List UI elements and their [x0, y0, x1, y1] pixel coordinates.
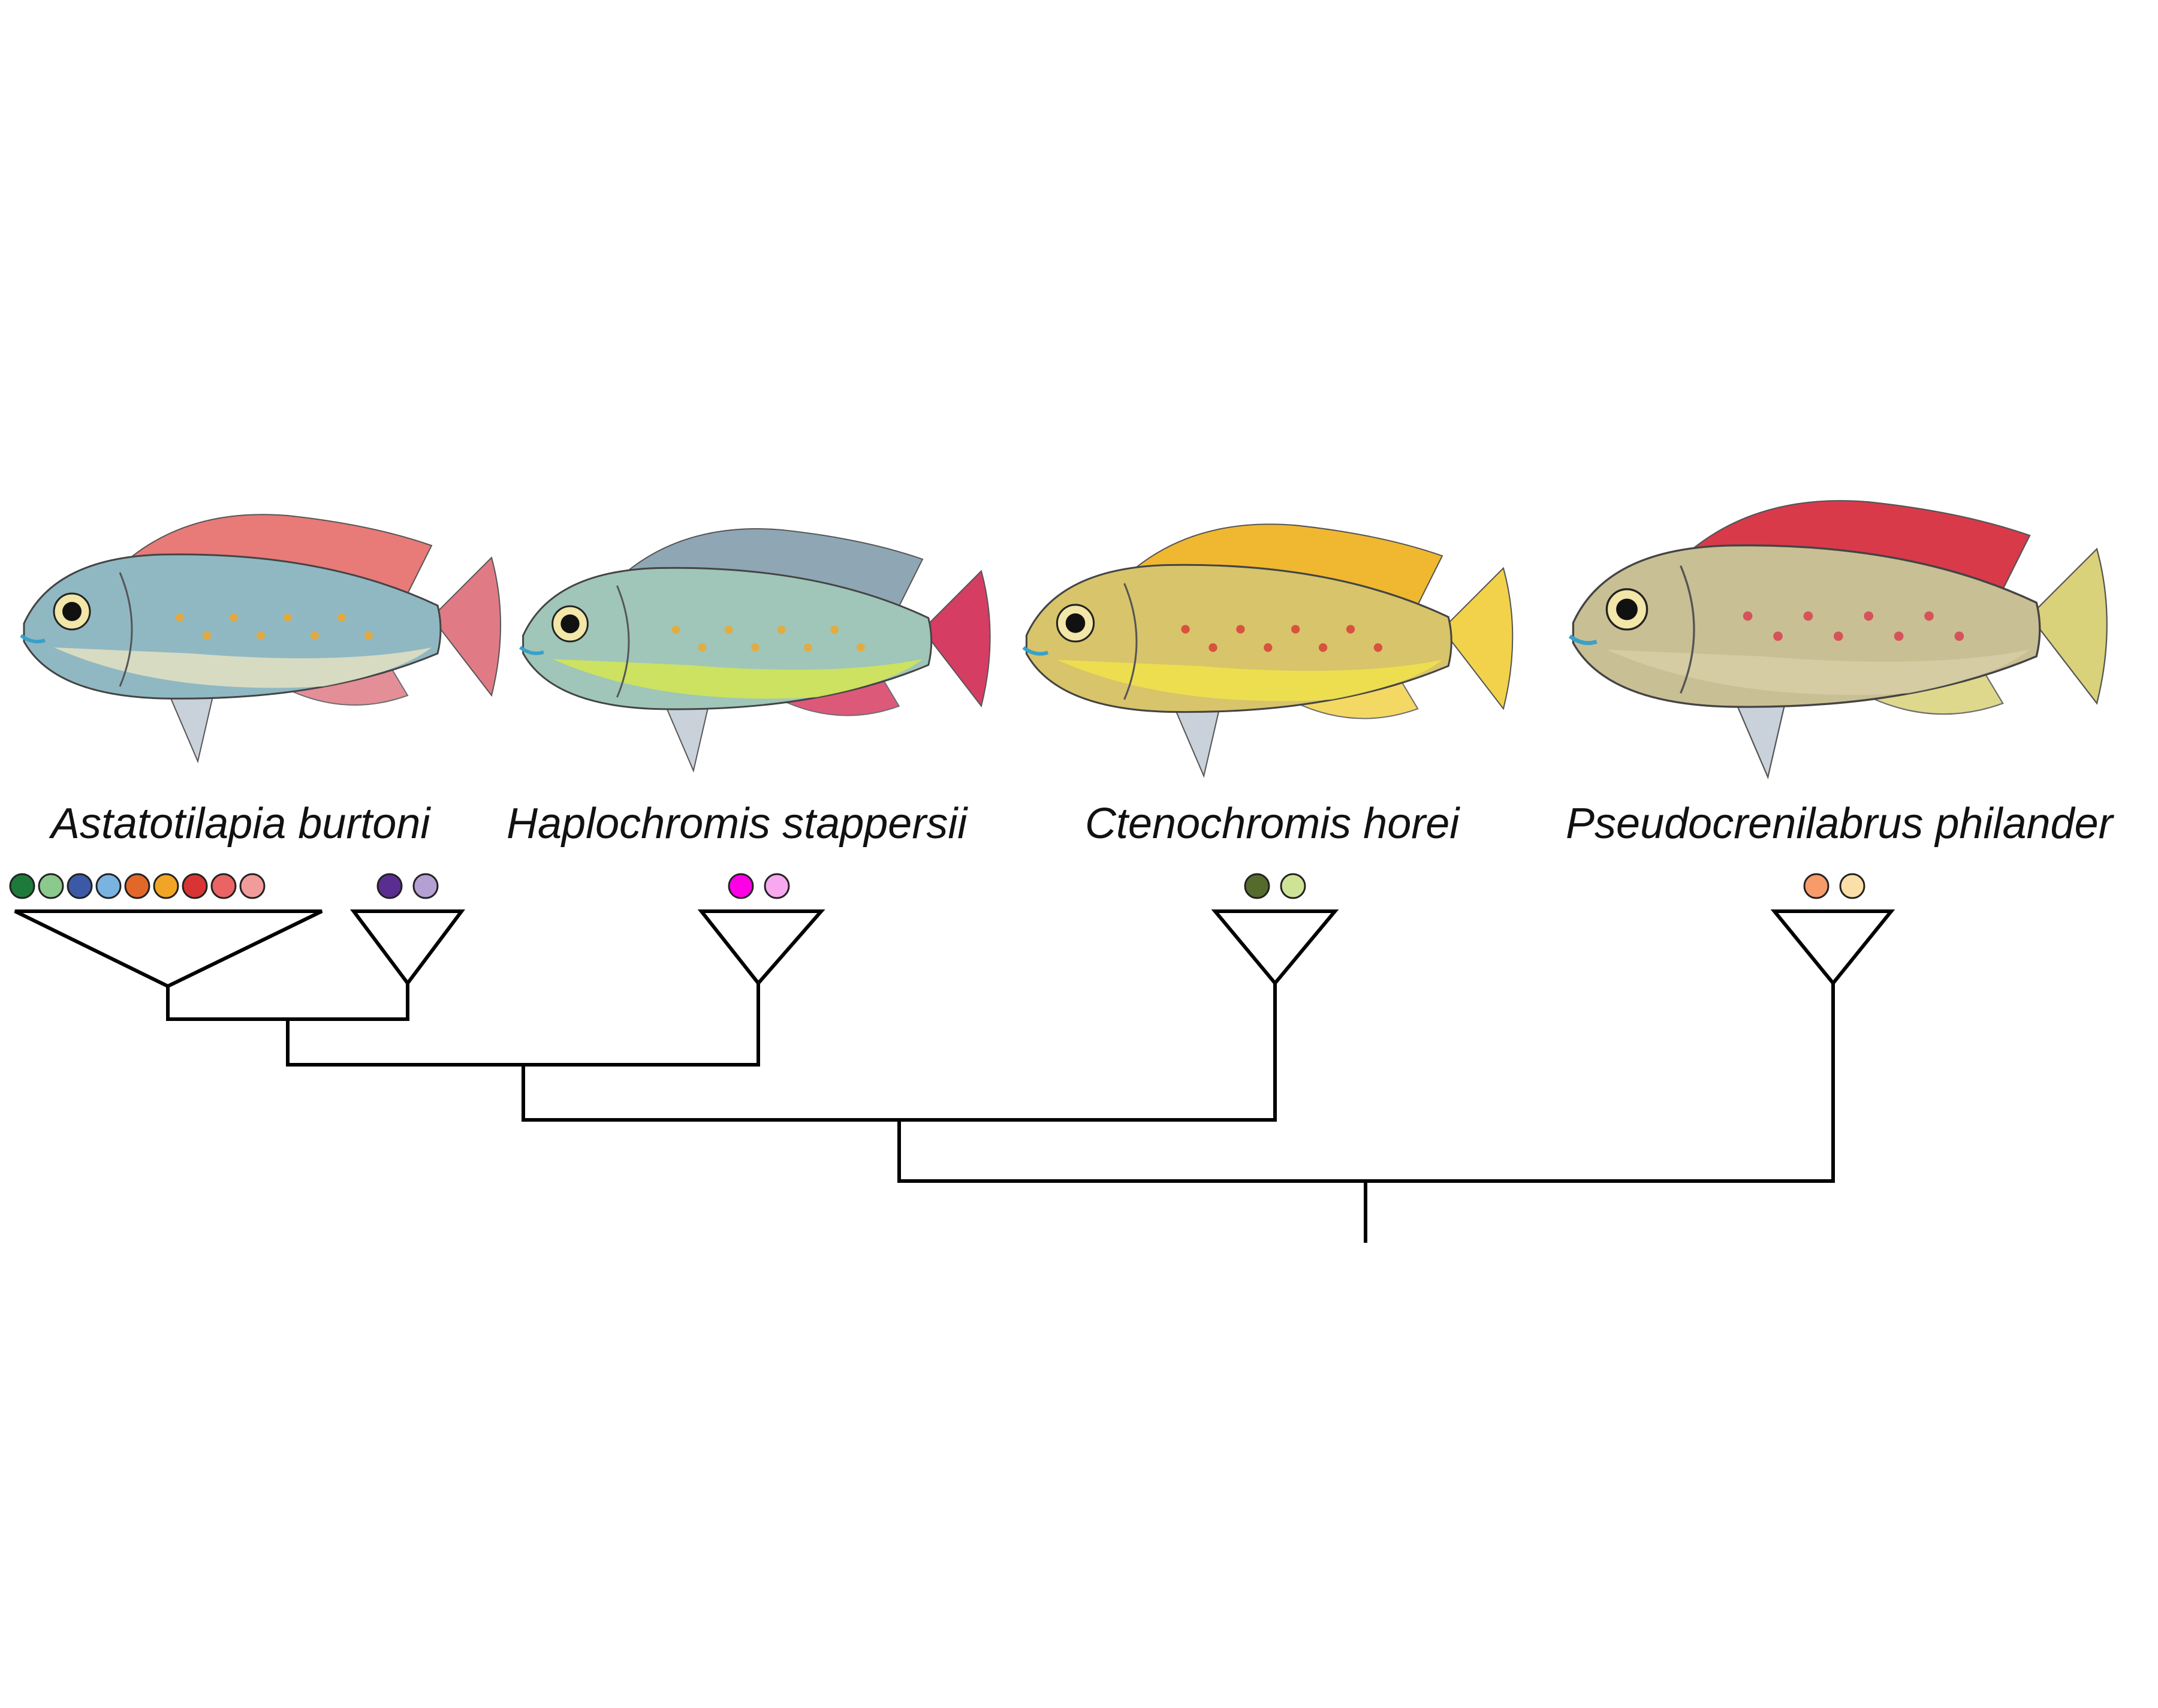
clade-dot — [376, 873, 403, 899]
body-spot — [1236, 625, 1245, 634]
clade-dot — [9, 873, 35, 899]
clade-dot — [1244, 873, 1270, 899]
fish-belly — [1057, 659, 1442, 701]
clade-dot — [728, 873, 754, 899]
collapsed-clades — [14, 909, 1895, 989]
tail-fin — [430, 556, 501, 697]
clade-triangle-stappersii — [697, 909, 825, 986]
clade-dot — [67, 873, 93, 899]
clade-triangle-burtoni-a — [14, 909, 323, 989]
body-spot — [1894, 631, 1904, 641]
body-spot — [1318, 643, 1328, 652]
clade-triangle-philander — [1770, 909, 1895, 986]
fish-mouth — [519, 646, 544, 655]
tail-fin — [1441, 567, 1514, 710]
body-spot — [1803, 611, 1813, 621]
fish-belly — [552, 659, 923, 699]
clade-dot — [412, 873, 439, 899]
body-spot — [1743, 611, 1753, 621]
tail-fin — [921, 570, 991, 708]
species-label-astatotilapia-burtoni: Astatotilapia burtoni — [49, 800, 431, 848]
clade-dot — [38, 873, 64, 899]
fish-illustration-astatotilapia-burtoni — [20, 514, 501, 764]
body-spot — [1208, 643, 1217, 652]
clade-dot — [153, 873, 179, 899]
species-label-ctenochromis-horei: Ctenochromis horei — [1085, 800, 1460, 848]
tail-fin — [2029, 547, 2108, 705]
species-labels: Astatotilapia burtoni Haplochromis stapp… — [49, 800, 2115, 848]
body-spot — [176, 613, 184, 622]
body-spot — [1833, 631, 1843, 641]
body-spot — [257, 631, 265, 640]
body-spot — [203, 631, 211, 640]
body-spot — [337, 613, 346, 622]
body-spot — [284, 613, 292, 622]
branch-burtoni-sister — [166, 981, 409, 1021]
fish-illustration-pseudocrenilabrus-philander — [1568, 500, 2108, 779]
branch-all-philander — [897, 981, 1835, 1183]
clade-triangle-horei — [1211, 909, 1339, 986]
clade-dot — [95, 873, 122, 899]
fish-pupil — [1616, 598, 1638, 620]
fish-pupil — [1065, 613, 1086, 633]
fish-mouth — [1022, 646, 1049, 656]
fish-illustration-haplochromis-stappersii — [519, 528, 991, 773]
body-spot — [1924, 611, 1934, 621]
body-spot — [671, 625, 680, 634]
body-spot — [1773, 631, 1783, 641]
gill-cover — [119, 572, 133, 687]
gill-cover — [616, 585, 630, 698]
clade-dot — [1803, 873, 1830, 899]
body-spot — [1954, 631, 1964, 641]
body-spot — [1373, 643, 1383, 652]
clade-dot — [764, 873, 790, 899]
body-spot — [830, 625, 839, 634]
clade-dot — [124, 873, 150, 899]
body-spot — [230, 613, 238, 622]
species-label-pseudocrenilabrus-philander: Pseudocrenilabrus philander — [1566, 800, 2115, 848]
body-spot — [1264, 643, 1273, 652]
clade-color-dots — [9, 873, 1865, 899]
body-spot — [804, 643, 812, 652]
fish-pupil — [560, 614, 580, 634]
fish-pupil — [62, 602, 82, 621]
fish-illustrations — [20, 500, 2108, 779]
branch-haplochromine-horei — [522, 981, 1277, 1122]
body-spot — [698, 643, 707, 652]
fish-belly — [54, 647, 432, 688]
fish-mouth — [20, 634, 46, 644]
fish-mouth — [1568, 634, 1598, 645]
clade-dot — [1839, 873, 1865, 899]
gill-cover — [1680, 565, 1695, 694]
fish-illustration-ctenochromis-horei — [1022, 523, 1514, 778]
body-spot — [751, 643, 759, 652]
clade-dot — [210, 873, 237, 899]
phylogenetic-tree-branches — [166, 981, 1835, 1243]
body-spot — [1346, 625, 1355, 634]
species-label-haplochromis-stappersii: Haplochromis stappersii — [507, 800, 968, 848]
gill-cover — [1123, 583, 1138, 700]
body-spot — [724, 625, 733, 634]
clade-dot — [1280, 873, 1306, 899]
body-spot — [364, 631, 373, 640]
fish-belly — [1607, 649, 2030, 695]
clade-dot — [239, 873, 266, 899]
body-spot — [1181, 625, 1190, 634]
clade-dot — [182, 873, 208, 899]
body-spot — [1291, 625, 1300, 634]
body-spot — [311, 631, 319, 640]
body-spot — [857, 643, 865, 652]
body-spot — [1864, 611, 1874, 621]
body-spot — [777, 625, 786, 634]
clade-triangle-burtoni-b — [350, 909, 465, 986]
branch-burtoni-stappersii — [286, 981, 760, 1067]
